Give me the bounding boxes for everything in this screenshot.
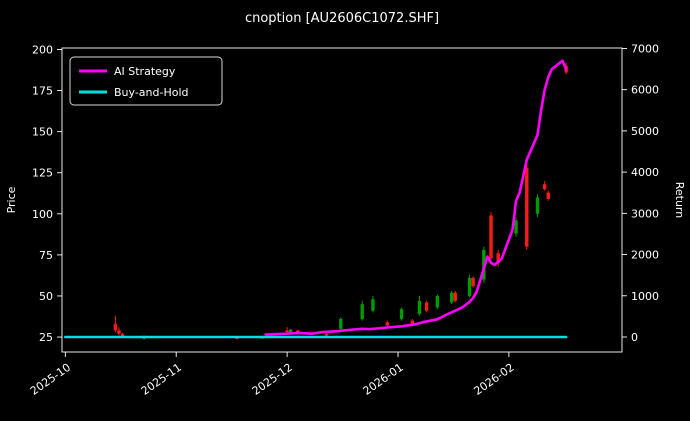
candle-body	[296, 330, 300, 333]
return-tick-label: 5000	[631, 125, 659, 138]
return-tick-label: 7000	[631, 42, 659, 55]
candle-body	[535, 197, 540, 214]
price-tick-label: 125	[32, 167, 53, 180]
candle-body	[514, 220, 518, 234]
candle-body	[435, 295, 440, 308]
line-series-layer	[64, 59, 568, 339]
candle-body	[339, 318, 343, 329]
candle-body	[453, 292, 457, 301]
candle-body	[471, 277, 475, 287]
candle-body	[288, 329, 293, 333]
candle-body	[360, 304, 364, 319]
series-line-ai-strategy	[264, 59, 568, 336]
price-tick-label: 50	[39, 290, 53, 303]
legend-label: AI Strategy	[114, 65, 176, 78]
candle-body	[371, 299, 375, 311]
return-tick-label: 2000	[631, 249, 659, 262]
price-tick-label: 150	[32, 126, 53, 139]
candle-body	[546, 192, 550, 200]
candle-body	[449, 292, 454, 303]
price-tick-label: 175	[32, 85, 53, 98]
price-tick-label: 100	[32, 208, 53, 221]
candle-body	[417, 300, 422, 315]
return-tick-label: 4000	[631, 166, 659, 179]
price-tick-label: 200	[32, 43, 53, 56]
candle-body	[525, 167, 529, 247]
candle-body	[324, 333, 329, 336]
price-tick-label: 75	[39, 249, 53, 262]
plot-spines	[61, 47, 623, 353]
candle-body	[542, 184, 547, 190]
candle-body	[113, 323, 118, 331]
return-tick-label: 6000	[631, 84, 659, 97]
candle-body	[235, 337, 239, 339]
candle-body	[117, 330, 121, 334]
legend: AI Strategy Buy-and-Hold	[69, 56, 223, 106]
candle-body	[410, 320, 415, 324]
candle-body	[424, 302, 429, 311]
legend-label: Buy-and-Hold	[114, 86, 189, 99]
y-axis-label-price: Price	[5, 186, 18, 213]
chart-title: cnoption [AU2606C1072.SHF]	[245, 11, 439, 26]
return-tick-label: 0	[631, 331, 638, 344]
return-tick-label: 1000	[631, 290, 659, 303]
candle-body	[285, 330, 289, 333]
candle-body	[399, 309, 404, 319]
candle-body	[496, 253, 500, 264]
price-tick-label: 25	[39, 331, 53, 344]
candle-body	[120, 333, 125, 338]
candle-body	[489, 215, 493, 259]
return-tick-label: 3000	[631, 207, 659, 220]
candle-body	[385, 322, 389, 326]
y-axis-label-return: Return	[673, 182, 686, 219]
legend-box	[69, 56, 223, 106]
candle-body	[467, 277, 472, 296]
